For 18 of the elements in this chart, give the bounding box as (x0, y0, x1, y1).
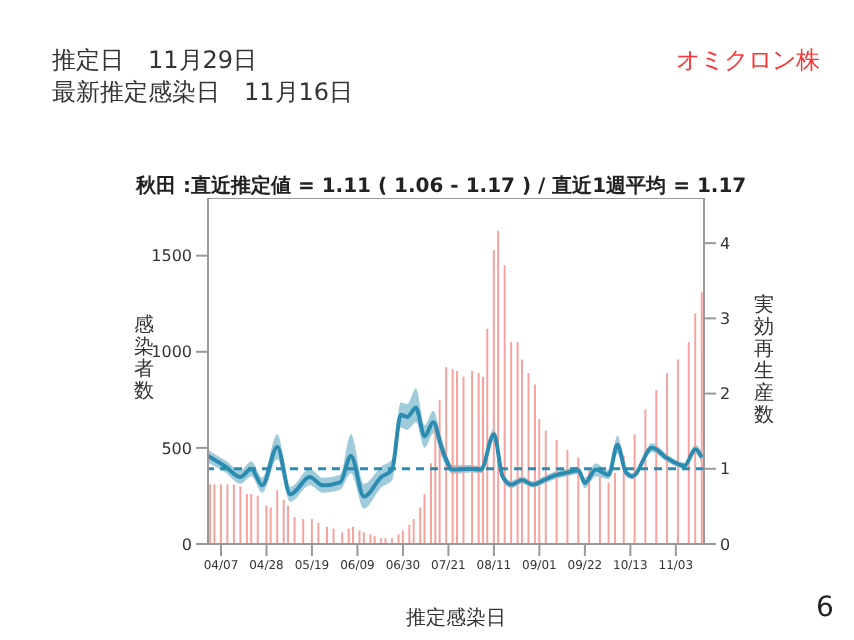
text: 最新推定感染日 11月16日 (52, 76, 354, 110)
y-tick-label: 500 (161, 439, 192, 458)
text: 推定日 11月29日 (52, 44, 258, 78)
text: オミクロン株 (676, 44, 820, 78)
text: 6 (816, 592, 834, 624)
x-axis-title: 推定感染日 (406, 606, 506, 630)
y2-tick-label: 0 (720, 535, 731, 554)
chart-title: 秋田 :直近推定値 = 1.11 ( 1.06 - 1.17 ) / 直近1週平均 = 1.17 (136, 172, 747, 200)
y-axis-title: 感染者数 (134, 313, 154, 403)
line-series (208, 405, 704, 499)
y2-tick-label: 3 (720, 310, 731, 329)
y2-tick-label: 1 (720, 460, 731, 479)
y-tick-label: 1000 (151, 343, 192, 362)
y2-tick-label: 2 (720, 385, 731, 404)
y-tick-label: 1500 (151, 247, 192, 266)
y2-axis-title: 実効再生産数 (754, 293, 774, 427)
y2-tick-label: 4 (720, 234, 731, 253)
y-tick-label: 0 (181, 535, 192, 554)
